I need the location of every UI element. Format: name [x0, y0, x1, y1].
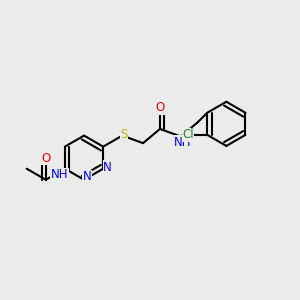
Text: O: O — [41, 152, 50, 165]
Text: N: N — [103, 161, 112, 174]
Text: NH: NH — [51, 168, 68, 181]
Text: S: S — [120, 128, 128, 141]
Text: Cl: Cl — [182, 128, 194, 141]
Text: N: N — [83, 170, 92, 183]
Text: O: O — [155, 101, 165, 114]
Text: NH: NH — [173, 136, 191, 148]
